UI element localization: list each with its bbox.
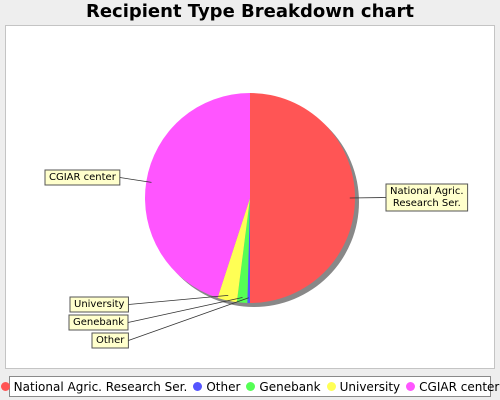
legend-label: Genebank: [259, 379, 321, 394]
pie-slice-1: [247, 198, 250, 303]
pie-slice-0: [250, 93, 355, 303]
legend-label: CGIAR center: [419, 379, 500, 394]
legend-swatch: [0, 382, 10, 391]
svg-text:University: University: [74, 299, 125, 310]
svg-text:Other: Other: [96, 335, 125, 346]
legend-swatch: [406, 382, 416, 391]
legend-swatch: [326, 382, 336, 391]
slice-label-1: Other: [91, 297, 249, 349]
pie-slice-3: [217, 198, 250, 303]
svg-text:National Agric.: National Agric.: [390, 186, 464, 197]
legend-label: National Agric. Research Ser.: [13, 379, 188, 394]
svg-text:Genebank: Genebank: [73, 317, 124, 328]
slice-label-2: Genebank: [68, 297, 243, 331]
legend: National Agric. Research Ser. Other Geneba…: [0, 376, 499, 397]
legend-item-4: CGIAR center: [406, 380, 499, 394]
legend-label: Other: [206, 379, 241, 394]
legend-item-1: Other: [193, 380, 240, 394]
svg-text:CGIAR center: CGIAR center: [49, 172, 117, 183]
legend-label: University: [339, 379, 401, 394]
slice-label-4: CGIAR center: [44, 169, 152, 186]
slice-label-0: National Agric.Research Ser.: [349, 183, 469, 212]
legend-item-3: University: [326, 379, 401, 394]
pie-slice-2: [236, 198, 250, 303]
svg-text:Research Ser.: Research Ser.: [393, 198, 461, 209]
legend-swatch: [193, 382, 203, 391]
slice-label-3: University: [69, 294, 229, 313]
chart-title: Recipient Type Breakdown chart: [85, 1, 415, 22]
legend-item-0: National Agric. Research Ser.: [0, 379, 188, 394]
legend-swatch: [246, 382, 256, 391]
legend-item-2: Genebank: [246, 379, 321, 394]
pie-slice-4: [145, 93, 250, 298]
